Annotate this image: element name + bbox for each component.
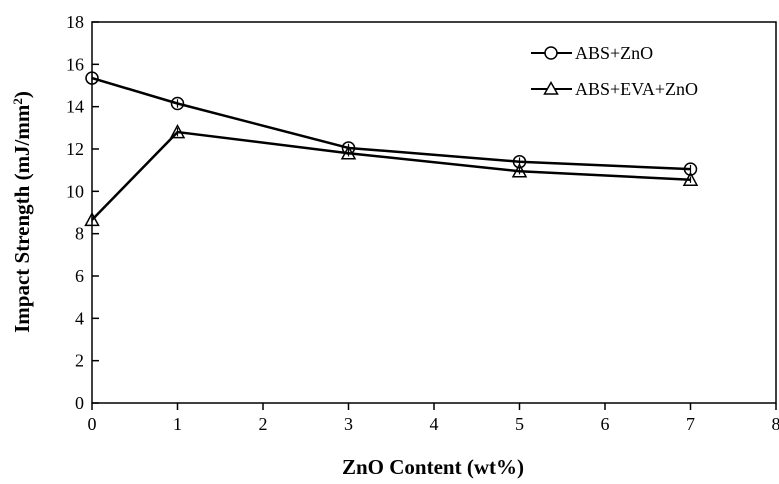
y-tick-label: 14	[66, 97, 84, 117]
y-axis-title-main: Impact Strength (mJ/mm	[10, 104, 34, 333]
y-axis-title-tail: )	[10, 91, 34, 98]
y-tick-label: 4	[75, 308, 84, 328]
x-axis-title: ZnO Content (wt%)	[342, 455, 524, 479]
legend-label-abs-zno: ABS+ZnO	[575, 43, 653, 63]
data-point-circle	[85, 71, 99, 85]
x-tick-label: 8	[772, 414, 779, 434]
x-tick-label: 1	[173, 414, 182, 434]
series-line-abs-eva-zno	[91, 130, 691, 221]
legend: ABS+ZnO ABS+EVA+ZnO	[531, 43, 698, 99]
legend-triangle-marker	[543, 80, 559, 95]
x-tick-label: 5	[515, 414, 524, 434]
x-axis: 0 1 2 3 4 5 6 7 8	[88, 403, 779, 434]
y-axis-title-superscript: 2	[10, 98, 25, 105]
y-axis-title: Impact Strength (mJ/mm2)	[10, 91, 34, 333]
y-axis: 0 2 4 6 8 10 12 14 16 18	[66, 12, 99, 413]
y-tick-label: 6	[75, 266, 84, 286]
data-point-triangle	[682, 171, 699, 186]
legend-item-abs-zno: ABS+ZnO	[531, 43, 653, 63]
legend-item-abs-eva-zno: ABS+EVA+ZnO	[531, 79, 698, 99]
legend-circle-marker	[544, 46, 558, 60]
data-point-triangle	[169, 123, 186, 139]
x-tick-label: 0	[88, 414, 97, 434]
y-tick-label: 12	[66, 139, 84, 159]
y-tick-label: 2	[75, 351, 84, 371]
y-tick-label: 16	[66, 54, 84, 74]
y-tick-label: 10	[66, 181, 84, 201]
series-layer	[84, 71, 699, 227]
data-point-triangle	[511, 163, 528, 178]
data-point-circle	[512, 154, 527, 169]
x-tick-label: 4	[430, 414, 439, 434]
x-tick-label: 6	[601, 414, 610, 434]
legend-label-abs-eva-zno: ABS+EVA+ZnO	[575, 79, 698, 99]
x-tick-label: 3	[344, 414, 353, 434]
data-point-triangle	[84, 211, 100, 227]
y-tick-label: 0	[75, 393, 84, 413]
data-point-circle	[170, 96, 185, 111]
data-point-circle	[683, 162, 698, 176]
x-tick-label: 2	[259, 414, 268, 434]
y-tick-label: 18	[66, 12, 84, 32]
data-point-triangle	[340, 145, 357, 160]
x-tick-label: 7	[686, 414, 695, 434]
series-abs-eva-zno	[84, 123, 699, 227]
y-tick-label: 8	[75, 224, 84, 244]
